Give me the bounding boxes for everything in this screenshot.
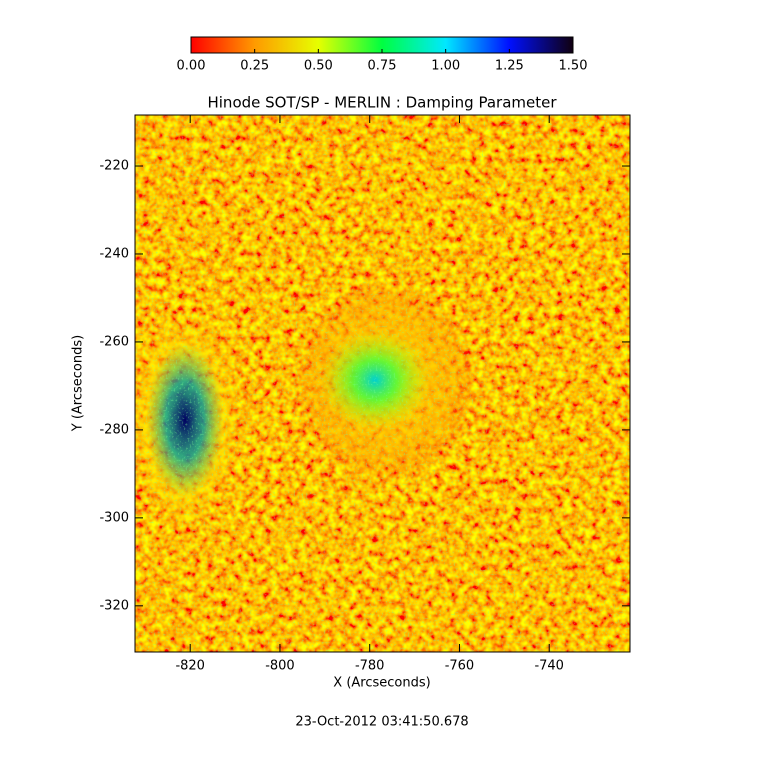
image-speckle: [135, 115, 630, 652]
y-tick-label: -260: [99, 334, 129, 349]
x-tick-label: -740: [534, 659, 564, 674]
timestamp: 23-Oct-2012 03:41:50.678: [295, 715, 468, 730]
colorbar-tick-label: 0.75: [368, 59, 397, 74]
colorbar-tick-label: 1.25: [495, 59, 524, 74]
y-tick-label: -320: [99, 598, 129, 613]
x-tick-label: -800: [265, 659, 295, 674]
plot-frame: [134, 114, 631, 653]
colorbar-tick-label: 0.25: [240, 59, 269, 74]
colorbar-tick-label: 0.50: [304, 59, 333, 74]
colorbar-tick-label: 1.00: [431, 59, 460, 74]
colorbar-tick-label: 1.50: [559, 59, 588, 74]
y-tick-label: -240: [99, 246, 129, 261]
y-tick-label: -220: [99, 159, 129, 174]
x-tick-label: -820: [175, 659, 205, 674]
x-tick-label: -760: [445, 659, 475, 674]
x-axis-label: X (Arcseconds): [333, 676, 430, 691]
y-axis-label: Y (Arcseconds): [71, 335, 86, 432]
x-tick-label: -780: [355, 659, 385, 674]
image: [135, 115, 630, 652]
y-tick-label: -300: [99, 510, 129, 525]
chart-title: Hinode SOT/SP - MERLIN : Damping Paramet…: [207, 94, 557, 112]
colorbar-tick-label: 0.00: [177, 59, 206, 74]
y-tick-label: -280: [99, 422, 129, 437]
